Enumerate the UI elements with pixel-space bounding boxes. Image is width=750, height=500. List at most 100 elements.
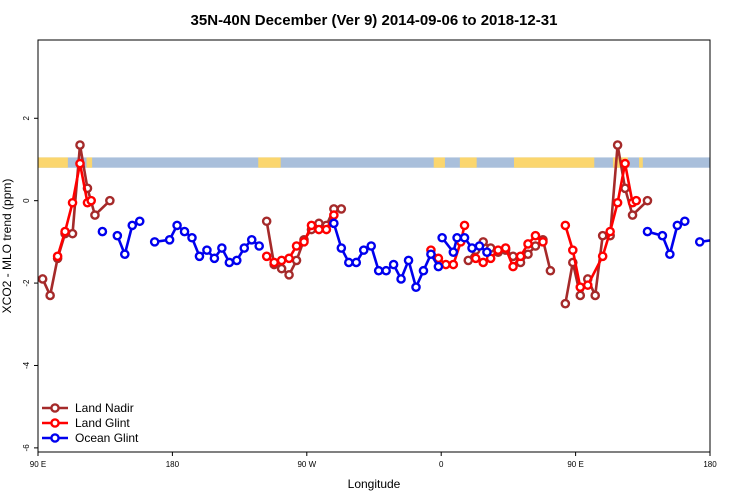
data-point	[112, 230, 123, 241]
land-band	[639, 157, 643, 168]
data-point	[202, 245, 212, 255]
data-point	[187, 232, 197, 243]
data-point	[172, 220, 182, 231]
data-point	[620, 158, 630, 169]
x-tick-label: 90 E	[30, 460, 46, 469]
data-point	[105, 195, 115, 206]
data-point	[597, 230, 608, 241]
data-point	[680, 216, 690, 227]
data-point	[657, 230, 668, 241]
data-point	[612, 140, 623, 150]
data-point	[474, 241, 485, 251]
data-point	[52, 251, 63, 262]
data-point	[276, 263, 287, 274]
legend-label: Ocean Glint	[75, 431, 139, 445]
data-point	[694, 237, 705, 247]
data-point	[470, 253, 481, 264]
legend-label: Land Glint	[75, 416, 130, 430]
plot-frame	[37, 39, 711, 453]
series-line	[564, 163, 637, 289]
data-point	[314, 224, 324, 235]
data-point	[306, 220, 317, 231]
data-point	[239, 243, 250, 253]
data-point	[448, 259, 459, 270]
data-point	[631, 195, 642, 206]
land-band	[433, 157, 445, 168]
data-point	[448, 247, 459, 257]
data-point	[336, 243, 347, 253]
data-point	[149, 237, 160, 247]
data-point	[343, 257, 354, 268]
data-point	[560, 298, 571, 309]
data-point	[582, 280, 593, 290]
data-point	[530, 230, 541, 241]
legend-item: Land Glint	[42, 416, 130, 430]
data-point	[321, 224, 332, 235]
data-point	[590, 290, 601, 301]
data-point	[336, 204, 347, 214]
x-axis: 90 E 180 90 W 0 90 E 180	[30, 452, 717, 469]
y-axis-label: XCO2 - MLO trend (ppm)	[0, 179, 14, 314]
data-point	[478, 257, 489, 268]
x-tick-label: 90 E	[567, 460, 583, 469]
data-point	[612, 197, 623, 208]
data-point	[358, 245, 369, 255]
data-point	[597, 251, 608, 262]
y-tick-label: -4	[22, 361, 31, 369]
y-tick-label: 0	[22, 198, 31, 203]
data-point	[269, 257, 279, 268]
data-point	[381, 265, 391, 276]
data-point	[291, 241, 302, 251]
data-point	[134, 216, 145, 227]
data-point	[284, 253, 294, 264]
data-point	[418, 265, 429, 276]
x-tick-label: 0	[439, 460, 444, 469]
x-tick-label: 180	[703, 460, 717, 469]
data-point	[254, 241, 265, 251]
data-point	[605, 226, 615, 237]
data-point	[433, 261, 444, 272]
data-point	[500, 243, 511, 253]
series-land-glint	[52, 158, 642, 293]
data-point	[538, 237, 548, 247]
legend-swatch-marker	[50, 403, 60, 413]
data-point	[373, 265, 384, 276]
series-ocean-glint	[97, 216, 710, 293]
land-band	[38, 157, 68, 168]
ocean-band	[38, 157, 710, 168]
legend-swatch-marker	[50, 418, 60, 428]
data-point	[467, 243, 477, 253]
data-point	[217, 243, 227, 253]
data-point	[459, 220, 470, 231]
data-point	[426, 249, 436, 260]
data-point	[493, 245, 503, 255]
data-point	[351, 257, 362, 268]
data-point	[396, 274, 406, 284]
data-point	[463, 255, 474, 266]
legend-item: Ocean Glint	[42, 431, 139, 445]
data-point	[209, 253, 220, 264]
data-point	[459, 232, 470, 243]
data-point	[194, 251, 205, 262]
data-point	[620, 183, 630, 194]
data-point	[127, 220, 138, 231]
data-point	[38, 274, 48, 284]
data-point	[627, 210, 638, 220]
data-point	[75, 140, 85, 150]
data-point	[261, 251, 272, 262]
land-band	[86, 157, 93, 168]
data-point	[575, 282, 586, 293]
series-layer	[38, 140, 710, 309]
data-point	[179, 226, 190, 237]
data-point	[86, 195, 96, 206]
data-point	[665, 249, 675, 260]
land-band	[514, 157, 595, 168]
data-point	[366, 241, 377, 251]
x-axis-label: Longitude	[348, 477, 401, 491]
data-point	[120, 249, 130, 260]
data-point	[388, 259, 399, 270]
data-point	[75, 158, 85, 169]
data-point	[164, 235, 175, 245]
y-tick-label: -2	[22, 279, 31, 287]
